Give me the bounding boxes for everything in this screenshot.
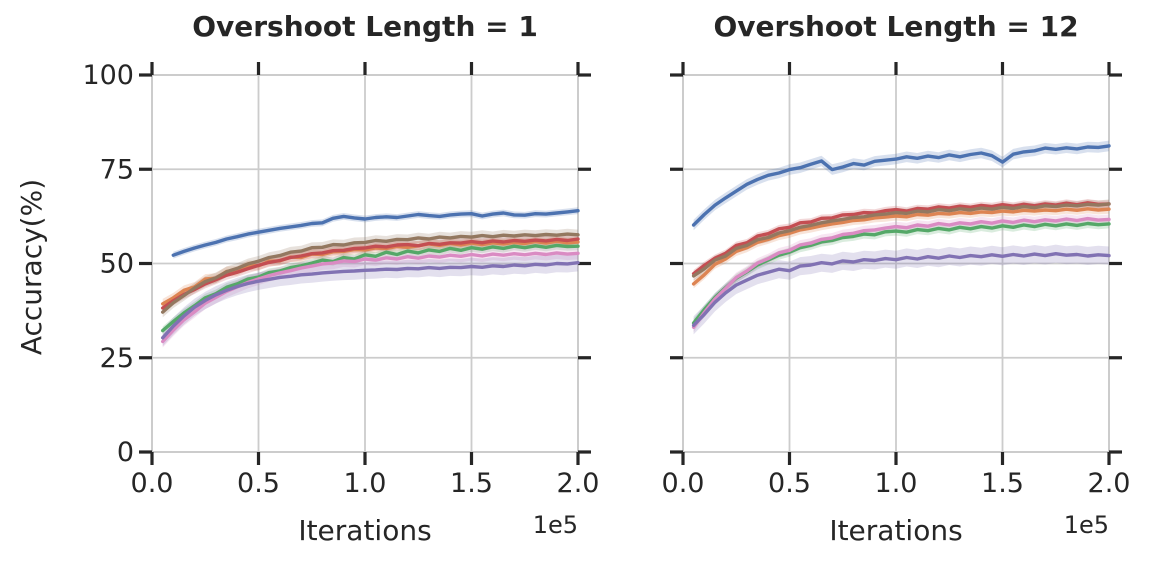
series-band-blue xyxy=(693,140,1109,231)
x-tick-label: 2.0 xyxy=(1088,468,1131,499)
series-line-green xyxy=(161,243,580,333)
x-tick-label: 1.5 xyxy=(450,468,493,499)
y-tick-label: 100 xyxy=(82,60,134,91)
x-tick-label: 0.0 xyxy=(662,468,705,499)
right-chart-title: Overshoot Length = 12 xyxy=(713,10,1079,43)
series-line-red xyxy=(161,237,580,310)
x-tick-label: 0.5 xyxy=(237,468,280,499)
series-line-pink xyxy=(691,216,1111,329)
y-tick-label: 25 xyxy=(100,343,134,374)
right-x-offset-label: 1e5 xyxy=(1063,511,1109,539)
series-line-red xyxy=(691,201,1111,276)
right-x-axis-label: Iterations xyxy=(829,514,963,547)
y-axis-label: Accuracy(%) xyxy=(15,178,48,356)
series-band-orange xyxy=(162,236,578,309)
y-tick-label: 75 xyxy=(100,154,134,185)
left-chart-title: Overshoot Length = 1 xyxy=(192,10,538,43)
x-tick-label: 1.5 xyxy=(981,468,1024,499)
series-line-purple xyxy=(161,261,580,340)
series-line-purple xyxy=(691,252,1111,327)
series-line-blue xyxy=(691,144,1111,227)
series-line-brown xyxy=(161,232,580,314)
x-tick-label: 0.5 xyxy=(768,468,811,499)
series-line-orange xyxy=(691,207,1111,286)
x-tick-label: 1.0 xyxy=(344,468,387,499)
x-tick-label: 1.0 xyxy=(875,468,918,499)
series-band-orange xyxy=(693,204,1109,289)
left-x-offset-label: 1e5 xyxy=(532,511,578,539)
series-band-pink xyxy=(693,213,1109,333)
left-x-axis-label: Iterations xyxy=(298,514,432,547)
y-tick-label: 50 xyxy=(100,249,134,280)
x-tick-label: 2.0 xyxy=(557,468,600,499)
y-tick-label: 0 xyxy=(117,437,134,468)
x-tick-label: 0.0 xyxy=(131,468,174,499)
series-line-brown xyxy=(691,202,1111,278)
series-line-blue xyxy=(171,209,580,257)
